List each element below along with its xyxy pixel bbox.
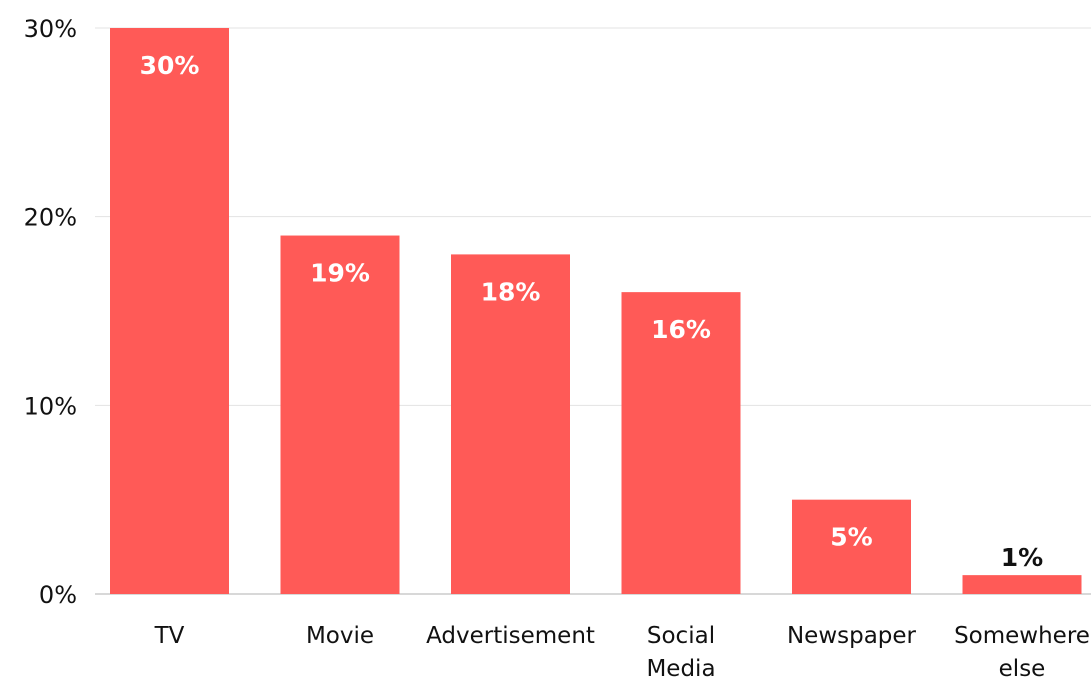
y-tick-label: 30% <box>24 15 77 43</box>
x-tick-label: Social <box>647 623 715 649</box>
bar <box>451 254 570 594</box>
data-label: 5% <box>830 523 872 552</box>
x-tick-label: Somewhere <box>954 623 1090 649</box>
bar <box>280 235 400 595</box>
x-tick-label: else <box>999 656 1046 682</box>
bar <box>962 575 1082 594</box>
x-tick-label: Media <box>646 656 715 682</box>
bar <box>792 499 911 594</box>
y-tick-label: 0% <box>39 581 77 609</box>
data-label: 1% <box>1001 543 1043 572</box>
x-tick-label: TV <box>154 623 185 649</box>
data-label: 16% <box>651 315 711 344</box>
gridlines <box>95 27 1091 595</box>
data-label: 30% <box>140 51 200 80</box>
x-axis-labels: TV Movie Advertisement Social Media Newspaper… <box>154 623 1090 682</box>
bars <box>110 28 1082 595</box>
y-tick-label: 20% <box>24 204 77 232</box>
x-tick-label: Advertisement <box>426 623 595 649</box>
bar <box>110 28 229 594</box>
x-tick-label: Newspaper <box>787 623 917 649</box>
y-axis-ticks: 0% 10% 20% 30% <box>24 15 77 609</box>
y-tick-label: 10% <box>24 392 77 420</box>
data-label: 19% <box>310 259 370 288</box>
bar <box>621 292 741 594</box>
data-label: 18% <box>481 277 541 306</box>
x-tick-label: Movie <box>306 623 374 649</box>
value-labels: 30% 19% 18% 16% 5% 1% <box>140 51 1044 572</box>
